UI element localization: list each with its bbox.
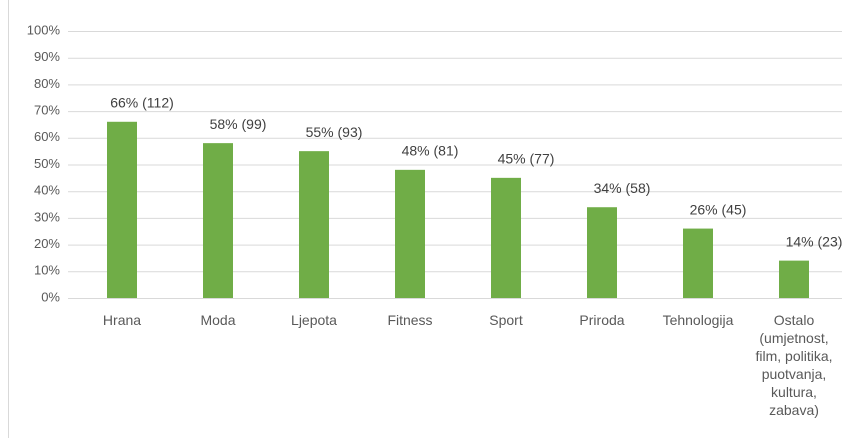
x-tick-label: Tehnologija	[662, 312, 734, 328]
data-label: 34% (58)	[594, 180, 651, 196]
bar	[299, 151, 329, 298]
y-tick-label: 80%	[34, 76, 60, 91]
data-label: 26% (45)	[690, 201, 747, 217]
x-tick-label: Ostalo (umjetnost, film, politika, puotv…	[755, 312, 833, 418]
bar	[395, 169, 425, 298]
y-tick-label: 90%	[34, 49, 60, 64]
y-tick-label: 20%	[34, 236, 60, 251]
bar	[587, 207, 617, 298]
bar	[491, 177, 521, 298]
x-tick-label: Priroda	[579, 312, 625, 328]
y-tick-label: 40%	[34, 183, 60, 198]
data-label: 45% (77)	[498, 151, 555, 167]
bar	[203, 143, 233, 298]
x-tick-label: Fitness	[387, 312, 433, 328]
data-label: 14% (23)	[786, 233, 843, 249]
bar	[107, 121, 137, 298]
bar	[779, 260, 809, 298]
data-label: 58% (99)	[210, 116, 267, 132]
x-tick-label: Moda	[200, 312, 236, 328]
y-tick-label: 50%	[34, 156, 60, 171]
y-tick-label: 10%	[34, 263, 60, 278]
data-label: 55% (93)	[306, 124, 363, 140]
x-tick-label: Hrana	[102, 312, 142, 328]
data-label: 66% (112)	[110, 94, 174, 110]
x-tick-label: Ljepota	[291, 312, 337, 328]
y-tick-label: 0%	[41, 289, 60, 304]
y-tick-label: 70%	[34, 103, 60, 118]
y-tick-label: 100%	[27, 22, 61, 37]
x-tick-label: Sport	[489, 312, 523, 328]
y-tick-label: 30%	[34, 209, 60, 224]
bar	[683, 228, 713, 298]
data-label: 48% (81)	[402, 143, 459, 159]
y-tick-label: 60%	[34, 129, 60, 144]
